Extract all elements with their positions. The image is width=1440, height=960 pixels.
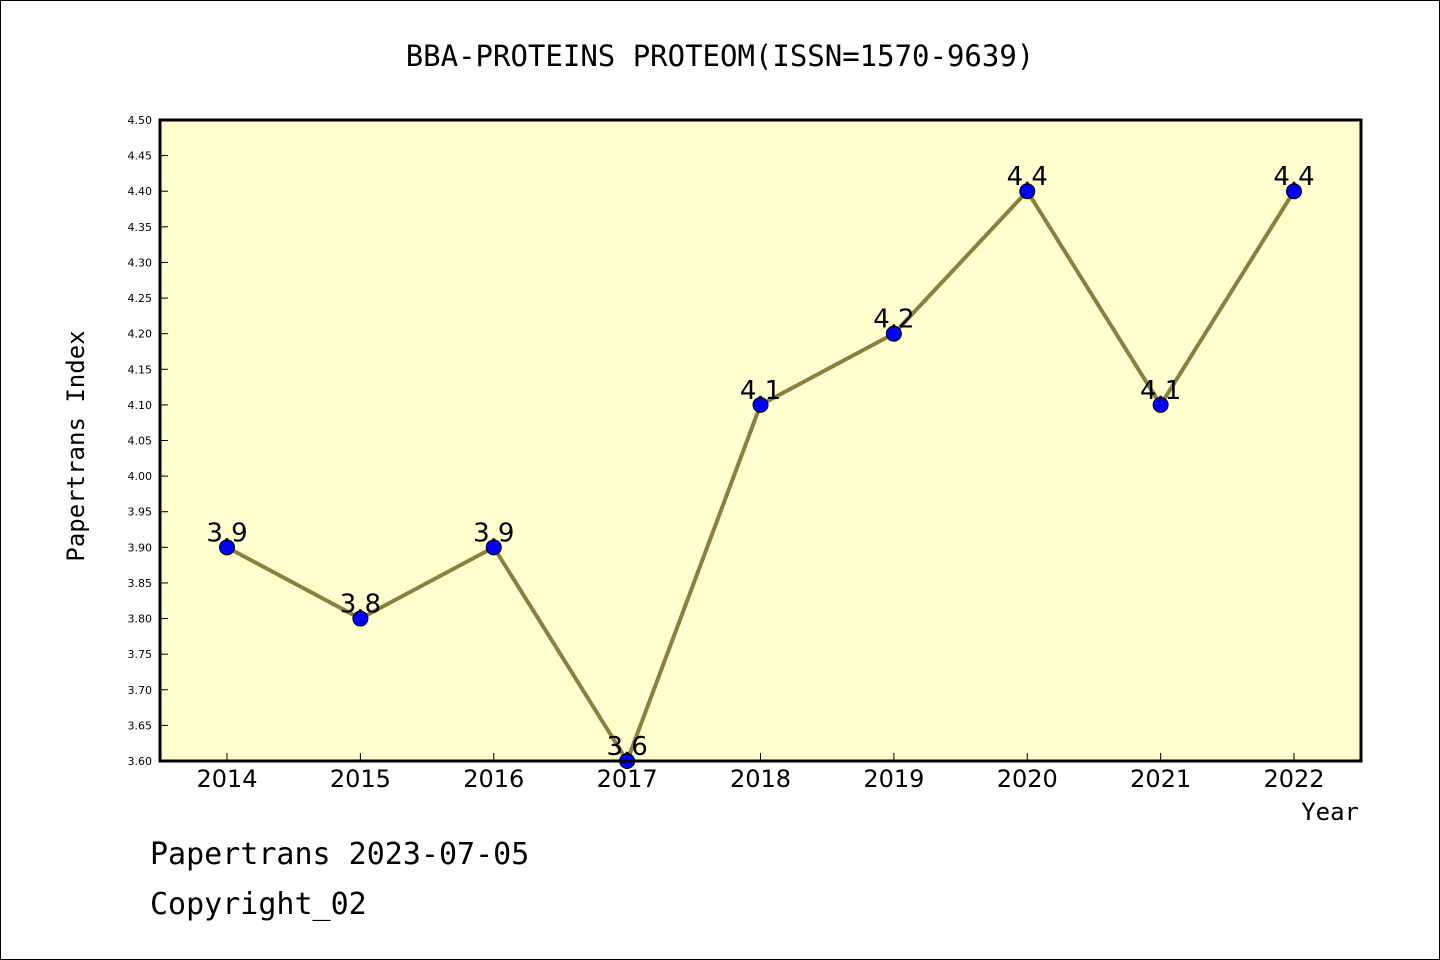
y-tick-label: 3.80 <box>128 613 153 626</box>
y-tick-label: 4.10 <box>128 399 153 412</box>
y-tick-label: 3.95 <box>128 506 153 519</box>
footer-copyright: Copyright_02 <box>150 887 367 922</box>
y-tick-label: 3.90 <box>128 541 153 554</box>
plot-border <box>158 118 1363 763</box>
x-axis-label: Year <box>1301 798 1359 826</box>
y-tick-label: 4.30 <box>128 256 153 269</box>
y-axis-label: Papertrans Index <box>62 330 90 561</box>
data-labels: 3.9 3.8 3.9 3.6 4.1 4.2 4.4 4.1 4.4 <box>206 162 1314 762</box>
y-tick-label: 4.45 <box>128 150 153 163</box>
y-tick-label: 4.40 <box>128 185 153 198</box>
y-tick-label: 4.00 <box>128 470 153 483</box>
data-label: 4.4 <box>1273 162 1314 192</box>
data-point <box>1286 183 1302 200</box>
data-point <box>219 539 235 556</box>
chart-title: BBA-PROTEINS PROTEOM(ISSN=1570-9639) <box>406 39 1035 73</box>
y-tick-label: 4.35 <box>128 221 153 234</box>
y-tick-label: 4.50 <box>128 114 153 127</box>
y-tick-label: 4.25 <box>128 292 153 305</box>
data-label: 4.1 <box>1140 376 1181 406</box>
y-tick-label: 3.65 <box>128 719 153 732</box>
x-tick-label: 2014 <box>196 765 257 793</box>
y-tick-label: 4.15 <box>128 363 153 376</box>
data-label: 3.6 <box>606 732 647 762</box>
y-tick-label: 4.05 <box>128 435 153 448</box>
y-tick-label: 3.60 <box>128 755 153 768</box>
plot-area <box>160 120 1361 761</box>
y-tick-label: 3.70 <box>128 684 153 697</box>
data-label: 3.9 <box>473 518 514 548</box>
y-tick-label: 3.85 <box>128 577 153 590</box>
data-label: 3.8 <box>340 590 381 620</box>
data-point <box>885 325 902 342</box>
footer-date: Papertrans 2023-07-05 <box>150 837 529 872</box>
data-label: 4.1 <box>740 376 781 406</box>
data-label: 4.4 <box>1007 162 1048 192</box>
x-tick-label: 2020 <box>997 765 1058 793</box>
data-label: 3.9 <box>206 518 247 548</box>
data-point <box>752 396 769 413</box>
x-tick-label: 2016 <box>463 765 524 793</box>
data-point <box>352 610 369 627</box>
y-tick-label: 4.20 <box>128 328 153 341</box>
y-tick-label: 3.75 <box>128 648 153 661</box>
x-tick-label: 2015 <box>330 765 391 793</box>
x-axis: 2014 2015 2016 2017 2018 2019 2020 2021 2022 <box>196 753 1325 793</box>
data-point <box>1152 396 1169 413</box>
data-label: 4.2 <box>873 305 914 335</box>
x-tick-label: 2022 <box>1263 765 1324 793</box>
x-tick-label: 2018 <box>730 765 791 793</box>
y-axis: 3.60 3.65 3.70 3.75 3.80 3.85 3.90 3.95 4.00 4.05… <box>128 114 168 768</box>
data-point <box>485 539 502 556</box>
data-point <box>1019 183 1036 200</box>
x-tick-label: 2021 <box>1130 765 1191 793</box>
x-tick-label: 2017 <box>597 765 658 793</box>
x-tick-label: 2019 <box>863 765 924 793</box>
